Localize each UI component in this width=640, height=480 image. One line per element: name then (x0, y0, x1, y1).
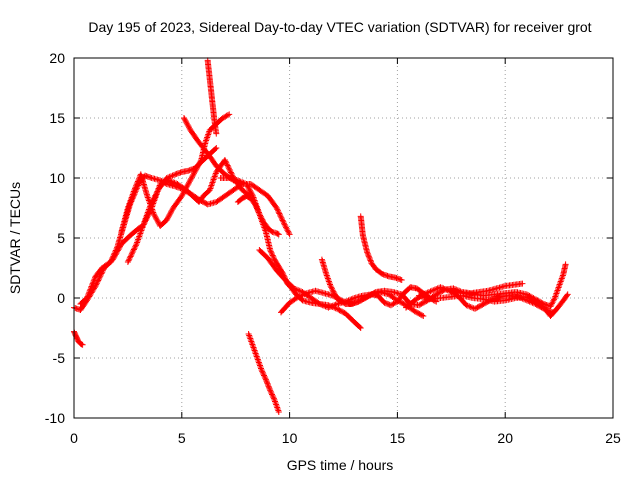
y-tick-label: 5 (57, 230, 65, 246)
data-marks (71, 57, 571, 415)
y-axis-label: SDTVAR / TECUs (7, 182, 23, 294)
series-track-14 (448, 261, 569, 310)
series-track-3 (118, 111, 233, 235)
data-point-markers (448, 261, 569, 310)
series-track-11 (357, 213, 405, 283)
series-track-15 (234, 193, 282, 238)
x-axis-label: GPS time / hours (287, 457, 394, 473)
y-tick-label: 20 (49, 50, 65, 66)
series-track-6 (204, 57, 220, 137)
data-point-markers (245, 331, 282, 415)
grid-lines (74, 58, 613, 418)
data-point-markers (118, 111, 233, 235)
x-tick-label: 25 (605, 430, 621, 446)
data-point-markers (357, 213, 405, 283)
x-tick-label: 5 (178, 430, 186, 446)
y-tick-label: -5 (53, 350, 66, 366)
y-tick-label: 0 (57, 290, 65, 306)
data-point-markers (204, 57, 220, 137)
x-tick-label: 15 (390, 430, 406, 446)
x-tick-label: 0 (70, 430, 78, 446)
y-tick-label: 10 (49, 170, 65, 186)
y-tick-label: -10 (45, 410, 65, 426)
y-tick-label: 15 (49, 110, 65, 126)
axis-ticks: 0 5 10 15 20 25 -10 -5 0 5 10 15 20 (45, 50, 621, 446)
series-track-16 (245, 331, 282, 415)
data-point-markers (234, 193, 282, 238)
x-tick-label: 10 (282, 430, 298, 446)
x-tick-label: 20 (497, 430, 513, 446)
chart-title: Day 195 of 2023, Sidereal Day-to-day VTE… (88, 19, 591, 35)
